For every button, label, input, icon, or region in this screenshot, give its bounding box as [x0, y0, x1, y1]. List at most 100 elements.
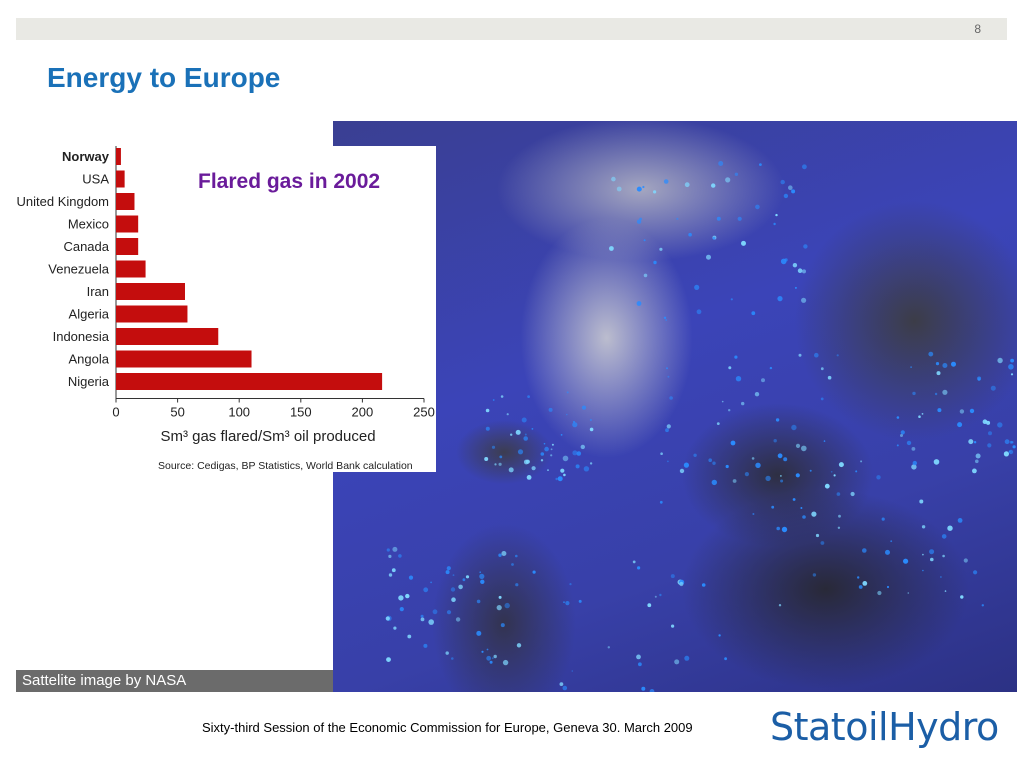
city-light: [696, 309, 702, 315]
city-light: [735, 376, 742, 382]
city-light: [838, 514, 841, 518]
city-light: [957, 422, 963, 428]
city-light: [423, 643, 428, 648]
city-light: [780, 179, 785, 185]
city-light: [575, 464, 580, 469]
city-light: [428, 619, 434, 625]
bar-norway: [116, 148, 121, 165]
city-light: [797, 268, 803, 273]
city-light: [654, 595, 657, 598]
city-light: [572, 422, 578, 428]
city-light: [734, 355, 738, 359]
city-light: [836, 492, 841, 496]
city-light: [550, 454, 553, 457]
x-tick-label: 100: [228, 405, 250, 420]
footer-text: Sixty-third Session of the Economic Comm…: [202, 720, 693, 735]
city-light: [550, 448, 553, 451]
city-light: [997, 422, 1003, 428]
city-light: [718, 161, 724, 166]
city-light: [911, 464, 917, 470]
chart-source: Source: Cedigas, BP Statistics, World Ba…: [158, 460, 413, 472]
city-light: [517, 449, 524, 455]
city-light: [922, 569, 924, 572]
category-label: Norway: [62, 149, 110, 164]
category-label: Mexico: [68, 217, 109, 232]
city-light: [912, 391, 916, 396]
city-light: [578, 599, 582, 603]
city-light: [527, 395, 530, 398]
city-light: [769, 366, 773, 370]
city-light: [649, 689, 655, 692]
category-label: Algeria: [69, 307, 110, 322]
slide-title: Energy to Europe: [47, 62, 281, 93]
city-light: [783, 193, 789, 199]
city-light: [1011, 441, 1014, 444]
city-light: [523, 436, 528, 441]
city-light: [730, 298, 733, 301]
city-light: [802, 515, 806, 519]
city-light: [560, 468, 565, 473]
city-light: [492, 399, 495, 401]
city-light: [665, 428, 669, 433]
bar-angola: [116, 350, 252, 368]
city-light: [860, 460, 863, 463]
city-light: [665, 319, 668, 321]
city-light: [836, 354, 839, 357]
company-logo: StatoilHydro: [770, 705, 999, 749]
city-light: [937, 408, 942, 413]
city-light: [940, 576, 942, 578]
city-light: [498, 553, 502, 557]
city-light: [921, 413, 924, 415]
city-light: [489, 660, 493, 664]
city-light: [637, 566, 641, 570]
city-light: [771, 505, 775, 509]
city-light: [420, 617, 425, 622]
city-light: [583, 466, 590, 472]
city-light: [881, 517, 885, 521]
city-light: [725, 177, 731, 183]
city-light: [659, 500, 663, 504]
city-light: [667, 460, 669, 463]
chart-svg: Flared gas in 2002 Sm³ gas flared/Sm³ oi…: [17, 146, 435, 472]
city-light: [997, 357, 1003, 364]
city-light: [988, 431, 992, 436]
city-light: [683, 462, 689, 468]
city-light: [494, 463, 497, 466]
city-light: [684, 182, 690, 188]
x-tick-label: 200: [352, 405, 374, 420]
city-light: [885, 549, 890, 555]
city-light: [728, 366, 732, 370]
city-light: [987, 443, 992, 448]
city-light: [669, 396, 673, 400]
city-light: [947, 525, 953, 531]
city-light: [581, 405, 587, 410]
city-light: [734, 172, 739, 176]
city-light: [663, 179, 669, 184]
city-light: [811, 511, 817, 517]
city-light: [975, 459, 979, 464]
city-light: [744, 472, 749, 477]
city-light: [491, 657, 494, 660]
city-light: [455, 617, 461, 622]
city-light: [711, 479, 717, 486]
city-light: [589, 462, 593, 465]
city-light: [1012, 445, 1016, 449]
category-label: Indonesia: [53, 329, 110, 344]
satellite-image: [333, 121, 1017, 692]
city-light: [491, 445, 496, 449]
city-light: [465, 575, 470, 579]
city-light: [934, 392, 938, 396]
city-light: [712, 236, 716, 240]
city-light: [485, 426, 490, 431]
city-light: [500, 623, 505, 628]
city-light: [906, 440, 912, 446]
city-light: [730, 440, 736, 446]
city-light: [671, 624, 675, 628]
city-light: [493, 654, 497, 659]
city-light: [737, 216, 742, 221]
city-light: [802, 164, 807, 170]
city-light: [515, 554, 518, 558]
city-light: [479, 573, 485, 579]
city-light: [694, 284, 700, 290]
city-light: [716, 422, 720, 425]
